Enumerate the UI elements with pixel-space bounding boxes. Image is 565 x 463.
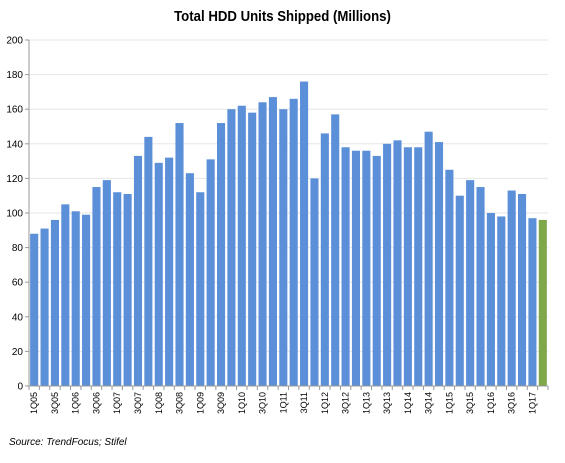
x-tick-label: 1Q16	[486, 392, 496, 414]
bar	[30, 233, 39, 386]
x-tick-label: 3Q14	[424, 392, 434, 414]
chart-title: Total HDD Units Shipped (Millions)	[174, 8, 391, 25]
bar	[268, 97, 277, 386]
bar	[393, 140, 402, 386]
bar	[310, 178, 319, 386]
x-tick-label: 3Q16	[507, 392, 517, 414]
bar	[455, 195, 464, 386]
bar	[92, 187, 101, 386]
y-tick-label: 160	[6, 105, 23, 116]
bar	[248, 112, 257, 386]
bar	[341, 147, 350, 386]
bar	[61, 204, 70, 386]
y-tick-label: 20	[12, 347, 24, 358]
x-tick-label: 1Q06	[71, 392, 81, 414]
bar	[476, 187, 485, 386]
bar	[154, 162, 163, 386]
x-tick-label: 1Q13	[361, 392, 371, 414]
bar	[466, 180, 475, 386]
bar	[383, 143, 392, 386]
y-tick-label: 40	[12, 312, 24, 323]
x-tick-label: 1Q05	[29, 392, 39, 414]
bar	[528, 218, 537, 386]
x-tick-label: 1Q10	[237, 392, 247, 414]
x-tick-label: 1Q17	[527, 392, 537, 414]
y-tick-label: 100	[6, 209, 23, 220]
bar	[227, 109, 236, 386]
x-tick-label: 1Q12	[320, 392, 330, 414]
bar	[372, 155, 381, 386]
y-tick-label: 120	[6, 174, 23, 185]
bar	[331, 114, 340, 386]
x-tick-label: 3Q08	[175, 392, 185, 414]
bar	[518, 193, 527, 386]
bar	[414, 147, 423, 386]
y-tick-label: 60	[12, 278, 24, 289]
x-tick-label: 3Q11	[299, 392, 309, 413]
bar	[185, 173, 194, 386]
bar	[50, 219, 59, 386]
bar	[507, 190, 516, 386]
x-tick-label: 3Q07	[133, 392, 143, 414]
bar	[424, 131, 433, 386]
x-tick-label: 3Q06	[91, 392, 101, 414]
bar	[40, 228, 49, 386]
x-tick-label: 1Q09	[195, 392, 205, 414]
bar	[289, 98, 298, 386]
bar	[237, 105, 246, 387]
bar	[113, 192, 122, 386]
bar	[486, 213, 495, 386]
bar	[300, 81, 309, 387]
y-tick-label: 180	[6, 70, 23, 81]
x-tick-label: 1Q15	[444, 392, 454, 414]
x-tick-label: 3Q15	[465, 392, 475, 414]
y-tick-label: 0	[17, 382, 23, 393]
bar	[258, 102, 267, 386]
bar	[82, 214, 91, 386]
y-tick-label: 80	[12, 243, 24, 254]
bar	[497, 216, 506, 386]
y-tick-label: 140	[6, 139, 23, 150]
x-tick-label: 1Q14	[403, 392, 413, 414]
x-tick-label: 3Q13	[382, 392, 392, 414]
x-tick-label: 3Q09	[216, 392, 226, 414]
bar	[279, 109, 288, 386]
bar	[165, 157, 174, 386]
bar	[538, 219, 547, 386]
bar	[144, 136, 153, 386]
bar	[102, 180, 111, 386]
bar	[403, 147, 412, 386]
x-tick-label: 3Q12	[341, 392, 351, 414]
bar	[175, 123, 184, 386]
y-tick-label: 200	[6, 36, 23, 47]
bar	[133, 155, 143, 386]
bar	[434, 142, 444, 386]
bar	[216, 123, 226, 386]
bar	[71, 211, 80, 386]
x-tick-label: 3Q10	[258, 392, 268, 414]
x-tick-label: 1Q11	[278, 392, 288, 413]
bar	[320, 133, 329, 386]
x-tick-label: 1Q07	[112, 392, 122, 414]
bar	[123, 193, 132, 386]
x-tick-label: 1Q08	[154, 392, 164, 414]
bar	[196, 192, 205, 386]
bar	[445, 169, 454, 386]
source-note: Source: TrendFocus; Stifel	[9, 437, 127, 448]
bar	[351, 150, 361, 386]
bar	[206, 159, 215, 386]
bar	[362, 150, 371, 386]
x-tick-label: 3Q05	[50, 392, 60, 414]
